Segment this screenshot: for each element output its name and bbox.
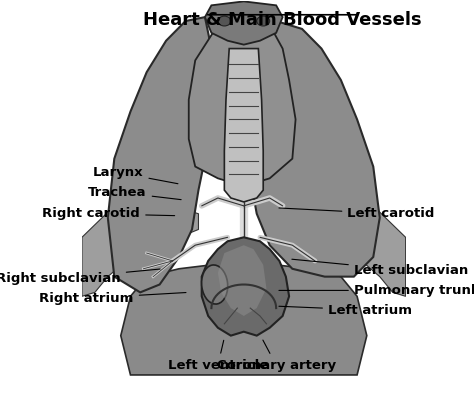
Polygon shape bbox=[121, 265, 367, 375]
Ellipse shape bbox=[255, 267, 278, 302]
Ellipse shape bbox=[257, 16, 270, 26]
Text: Right atrium: Right atrium bbox=[39, 292, 186, 305]
Polygon shape bbox=[218, 245, 266, 316]
Polygon shape bbox=[224, 49, 263, 202]
Text: Coronary artery: Coronary artery bbox=[217, 340, 336, 371]
Text: Right subclavian: Right subclavian bbox=[0, 269, 160, 285]
Polygon shape bbox=[189, 13, 296, 186]
Polygon shape bbox=[289, 198, 406, 296]
Ellipse shape bbox=[201, 265, 228, 304]
Text: Left subclavian: Left subclavian bbox=[292, 259, 468, 277]
Polygon shape bbox=[205, 2, 283, 45]
Text: Left atrium: Left atrium bbox=[279, 304, 412, 316]
Ellipse shape bbox=[218, 16, 231, 26]
Text: Larynx: Larynx bbox=[93, 166, 178, 184]
Text: Left carotid: Left carotid bbox=[279, 207, 435, 220]
Polygon shape bbox=[108, 17, 218, 292]
Polygon shape bbox=[82, 198, 199, 296]
Polygon shape bbox=[202, 237, 289, 336]
Polygon shape bbox=[244, 21, 380, 277]
Text: Trachea: Trachea bbox=[88, 186, 181, 200]
Text: Right carotid: Right carotid bbox=[43, 207, 174, 220]
Text: Left ventricle: Left ventricle bbox=[168, 340, 268, 371]
Text: Pulmonary trunk: Pulmonary trunk bbox=[279, 284, 474, 297]
Text: Heart & Main Blood Vessels: Heart & Main Blood Vessels bbox=[143, 11, 422, 29]
